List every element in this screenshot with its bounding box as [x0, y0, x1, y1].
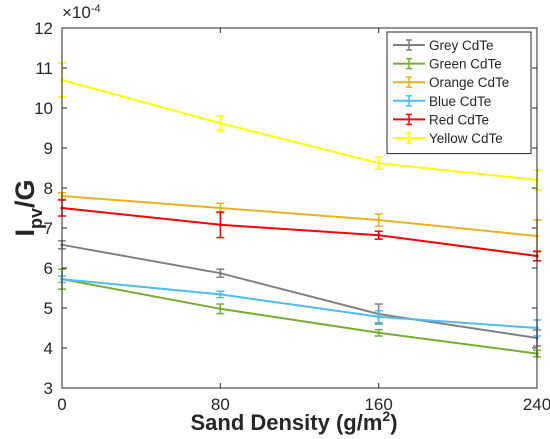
legend-label: Grey CdTe	[429, 38, 494, 53]
errorbar-orange-cdte	[216, 202, 225, 214]
y-axis-title: Ipv/G	[10, 179, 46, 236]
x-tick-label: 0	[57, 395, 66, 414]
data-point	[377, 331, 381, 335]
y-tick-label: 5	[44, 299, 53, 318]
y-tick-label: 12	[34, 19, 53, 38]
x-axis-title-main: Sand Density (g/m	[190, 410, 382, 435]
legend-label: Blue CdTe	[429, 94, 491, 109]
series-line-blue-cdte	[61, 278, 538, 329]
legend-entry-red-cdte: Red CdTe	[393, 112, 489, 127]
axes-frame	[61, 27, 538, 389]
data-point	[218, 223, 222, 227]
y-tick-label: 4	[44, 339, 53, 358]
data-point	[377, 233, 381, 237]
errorbar-yellow-cdte	[374, 156, 383, 170]
y-axis-title-end: /G	[10, 179, 40, 208]
legend-label: Green CdTe	[429, 57, 502, 72]
x-axis-title-end: )	[390, 410, 397, 435]
y-axis-title-main: I	[10, 229, 40, 237]
errorbar-green-cdte	[216, 303, 225, 315]
data-point	[377, 161, 381, 165]
errorbar-red-cdte	[216, 211, 225, 239]
data-point	[377, 218, 381, 222]
y-tick-label: 6	[44, 259, 53, 278]
errorbar-blue-cdte	[216, 290, 225, 299]
data-point	[218, 206, 222, 210]
y-tick-label: 10	[34, 99, 53, 118]
series-line-red-cdte	[61, 207, 538, 257]
errorbar-blue-cdte	[374, 310, 383, 324]
x-tick-label: 240	[523, 395, 550, 414]
legend-entry-green-cdte: Green CdTe	[393, 57, 502, 72]
y-tick-label: 9	[44, 139, 53, 158]
y-tick-label: 8	[44, 179, 53, 198]
data-point	[218, 271, 222, 275]
legend-entry-blue-cdte: Blue CdTe	[393, 94, 491, 109]
legend-entry-grey-cdte: Grey CdTe	[393, 38, 494, 53]
errorbar-orange-cdte	[374, 213, 383, 227]
data-point	[218, 121, 222, 125]
legend-label: Red CdTe	[429, 112, 489, 127]
errorbar-grey-cdte	[216, 268, 225, 278]
x-tick-label: 80	[211, 395, 230, 414]
legend-label: Yellow CdTe	[429, 131, 503, 146]
scale-factor-text: ×10	[62, 3, 91, 22]
legend-entry-yellow-cdte: Yellow CdTe	[393, 131, 503, 146]
x-tick-label: 160	[364, 395, 392, 414]
y-tick-label: 3	[44, 379, 53, 398]
x-axis-title: Sand Density (g/m2)	[190, 408, 397, 435]
errorbar-red-cdte	[374, 230, 383, 240]
data-point	[377, 315, 381, 319]
x-axis-title-sup: 2	[382, 408, 390, 424]
series-line-green-cdte	[61, 278, 538, 355]
series-line-orange-cdte	[61, 195, 538, 237]
axis-scale-factor: ×10-4	[62, 3, 101, 22]
legend-label: Orange CdTe	[429, 75, 509, 90]
data-point	[218, 292, 222, 296]
data-point	[218, 307, 222, 311]
legend-entry-orange-cdte: Orange CdTe	[393, 75, 509, 90]
series-line-yellow-cdte	[61, 79, 538, 181]
y-tick-label: 11	[35, 59, 53, 78]
y-axis-title-sub: pv	[26, 208, 46, 229]
y-tick-label: 7	[44, 219, 53, 238]
errorbar-green-cdte	[374, 328, 383, 337]
errorbar-yellow-cdte	[216, 115, 225, 132]
scale-exponent: -4	[91, 3, 101, 15]
legend: Grey CdTe Green CdTe Orange CdTe Blue CdTe R…	[386, 31, 532, 155]
series-line-grey-cdte	[61, 243, 538, 339]
